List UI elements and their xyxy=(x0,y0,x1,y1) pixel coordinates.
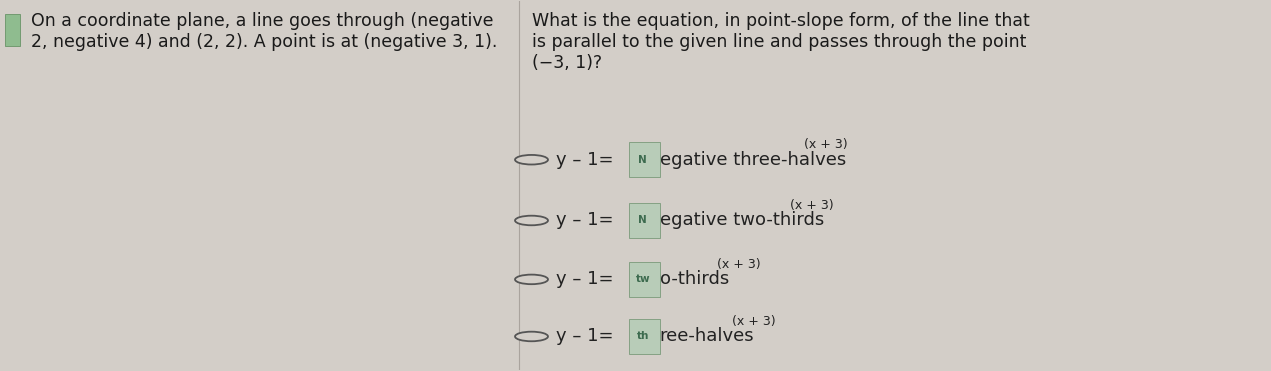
Circle shape xyxy=(515,216,548,225)
Text: N: N xyxy=(638,155,647,165)
Text: N: N xyxy=(638,216,647,226)
Circle shape xyxy=(515,275,548,284)
Text: y – 1=: y – 1= xyxy=(555,211,613,230)
Text: (x + 3): (x + 3) xyxy=(732,315,775,328)
FancyBboxPatch shape xyxy=(629,319,660,354)
Text: (x + 3): (x + 3) xyxy=(717,258,761,271)
Text: y – 1=: y – 1= xyxy=(555,151,613,169)
Circle shape xyxy=(515,155,548,164)
Text: tw: tw xyxy=(636,275,651,285)
FancyBboxPatch shape xyxy=(629,203,660,238)
FancyBboxPatch shape xyxy=(629,262,660,297)
Circle shape xyxy=(515,332,548,341)
FancyBboxPatch shape xyxy=(5,14,20,46)
Text: y – 1=: y – 1= xyxy=(555,328,613,345)
Text: th: th xyxy=(637,331,649,341)
Text: What is the equation, in point-slope form, of the line that
is parallel to the g: What is the equation, in point-slope for… xyxy=(531,13,1030,72)
Text: (x + 3): (x + 3) xyxy=(789,199,834,212)
Text: o-thirds: o-thirds xyxy=(660,270,728,288)
FancyBboxPatch shape xyxy=(629,142,660,177)
Text: egative three-halves: egative three-halves xyxy=(660,151,845,169)
Text: y – 1=: y – 1= xyxy=(555,270,613,288)
Text: ree-halves: ree-halves xyxy=(660,328,754,345)
Text: (x + 3): (x + 3) xyxy=(805,138,848,151)
Text: On a coordinate plane, a line goes through (negative
2, negative 4) and (2, 2). : On a coordinate plane, a line goes throu… xyxy=(31,13,497,51)
Text: egative two-thirds: egative two-thirds xyxy=(660,211,824,230)
